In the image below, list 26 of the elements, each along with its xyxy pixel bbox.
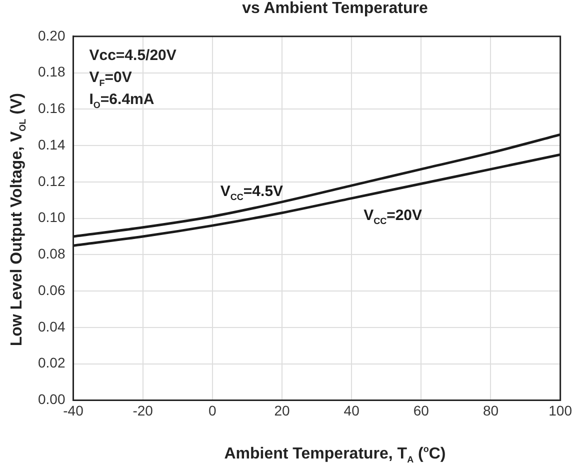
x-tick-label: -20 xyxy=(132,402,154,418)
x-axis-title: Ambient Temperature, T$_{A}$ ($^{o}$C) xyxy=(223,444,447,465)
y-tick-label: 0.12 xyxy=(38,172,66,189)
x-tick-label: 40 xyxy=(344,402,360,418)
y-tick-label: 0.02 xyxy=(38,354,66,371)
y-tick-label: 0.04 xyxy=(38,318,66,334)
annotation: I$_{O}$=6.4mA xyxy=(89,90,154,112)
y-tick-label: 0.16 xyxy=(38,100,66,116)
x-tick-label: 100 xyxy=(548,402,572,418)
annotation: Vcc=4.5/20V xyxy=(89,46,176,66)
x-tick-label: 0 xyxy=(208,402,217,418)
y-tick-label: 0.20 xyxy=(38,27,66,44)
series-label: V$_{CC}$=4.5V xyxy=(220,182,284,204)
y-tick-label: 0.08 xyxy=(38,246,66,262)
chart-title: vs Ambient Temperature xyxy=(241,0,429,18)
y-tick-label: 0.18 xyxy=(38,64,66,80)
y-tick-label: 0.06 xyxy=(38,282,66,298)
annotation: V$_{F}$=0V xyxy=(89,69,132,88)
y-tick-label: 0.00 xyxy=(38,391,66,408)
x-tick-label: 80 xyxy=(482,402,499,418)
series-label: V$_{CC}$=20V xyxy=(364,206,422,228)
x-tick-label: -40 xyxy=(63,402,84,418)
x-tick-label: 60 xyxy=(413,402,430,418)
y-tick-label: 0.14 xyxy=(38,136,66,152)
y-tick-label: 0.10 xyxy=(38,209,66,226)
x-tick-label: 20 xyxy=(274,402,290,418)
